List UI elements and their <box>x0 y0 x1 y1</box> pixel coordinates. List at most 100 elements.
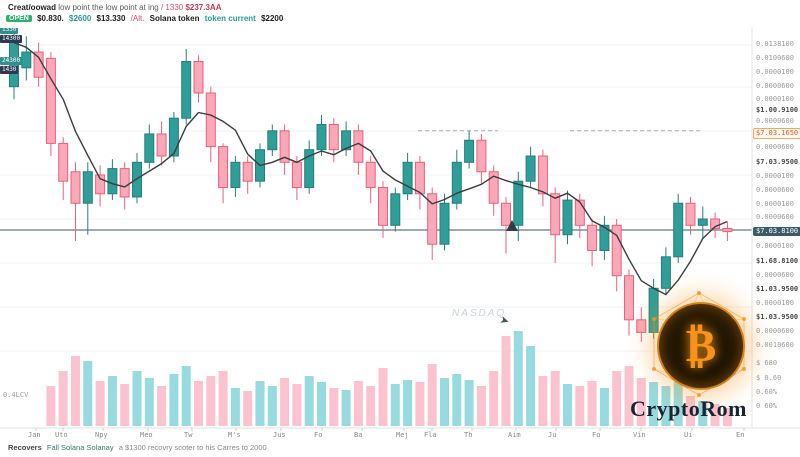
candle-body <box>304 149 315 188</box>
candle-body <box>95 174 106 195</box>
current-label: token current <box>204 14 256 23</box>
candle-body <box>710 218 721 229</box>
candle-body <box>378 187 388 226</box>
candle-body <box>107 168 118 195</box>
candle-body <box>181 61 192 119</box>
volume-bar <box>563 384 572 426</box>
candle-body <box>316 124 327 151</box>
candle-body <box>537 155 548 195</box>
candle-body <box>488 171 499 204</box>
headline-amount: $237.3AA <box>183 3 222 12</box>
price-label: 0.0100600 <box>756 54 794 62</box>
headline-text: low point the low point at ing <box>56 3 161 12</box>
price-label: $ 680 <box>756 359 778 367</box>
volume-bar <box>280 378 290 426</box>
volume-bar <box>476 386 486 426</box>
volume-bar <box>722 408 732 426</box>
token-name: Solana token <box>149 14 200 23</box>
candle-body <box>144 133 155 163</box>
left-axis-label: 0.4LCV <box>3 391 29 399</box>
date-label: En <box>736 431 745 439</box>
price-label: $7.03.9500 <box>756 158 799 166</box>
candle-body <box>402 161 413 195</box>
volume-bar <box>599 388 609 426</box>
candle-body <box>242 161 253 182</box>
footer-part-1: Recovers <box>8 443 42 452</box>
volume-bar <box>452 374 462 426</box>
price-label: 0.0000100 <box>756 200 794 208</box>
candle-body <box>230 161 241 189</box>
date-label: Jan <box>28 431 41 439</box>
volume-bar <box>206 376 216 426</box>
volume-bar <box>267 386 277 426</box>
date-label: Ju <box>548 431 557 439</box>
moving-average-line <box>13 41 728 296</box>
date-label: Aim <box>508 431 521 439</box>
volume-bar <box>403 380 413 426</box>
volume-bar <box>181 366 191 426</box>
volume-bar <box>673 380 683 426</box>
candle-body <box>119 168 130 198</box>
candle-body <box>685 202 696 226</box>
price-label: 0.60% <box>756 388 778 396</box>
volume-bar <box>489 371 499 426</box>
left-price-chip: 1330 <box>0 26 19 34</box>
candle-body <box>562 199 573 236</box>
volume-bar <box>255 381 265 426</box>
candle-body <box>58 142 69 182</box>
value-teal-1: $2600 <box>69 14 92 23</box>
candle-body <box>390 193 401 226</box>
volume-bar <box>612 371 622 426</box>
candle-body <box>660 256 671 289</box>
footer-part-2: Fall Solana Solanay <box>46 443 114 452</box>
candle-body <box>451 161 462 204</box>
candle-body <box>636 319 647 333</box>
candle-body <box>476 139 487 173</box>
candle-body <box>353 130 364 163</box>
candle-body <box>587 224 598 252</box>
candle-body <box>599 224 610 252</box>
price-label: $1.68.8100 <box>756 257 799 265</box>
candle-body <box>70 171 81 204</box>
volume-bar <box>698 401 708 426</box>
price-label: $ 0.60 <box>756 374 782 382</box>
candle-body <box>624 275 634 321</box>
bitcoin-logo: ₿ <box>650 291 748 397</box>
candle-body <box>291 161 302 189</box>
volume-bar <box>513 331 523 426</box>
price-label: 0.0000600 <box>756 82 794 90</box>
price-label: 0.0000100 <box>756 68 794 76</box>
date-label: M's <box>228 431 241 439</box>
volume-bar <box>83 361 93 426</box>
chart-watermark: NASDAQ <box>452 308 507 319</box>
headline-prefix: Creat/oowad <box>8 3 57 12</box>
price-label: 0.0010600 <box>756 341 794 349</box>
candle-body <box>33 51 44 78</box>
volume-bar <box>71 356 80 426</box>
price-label: 0.0000600 <box>756 186 794 194</box>
candle-body <box>427 193 438 245</box>
headline-price-red: / 1330 <box>160 3 184 12</box>
left-price-chip: 1430 <box>0 66 19 74</box>
volume-bar <box>378 368 388 426</box>
candle-body <box>218 146 229 189</box>
price-label: 0.0138100 <box>756 40 794 48</box>
date-label: Fo <box>314 431 323 439</box>
price-label: 0.0000600 <box>756 213 794 221</box>
candle-body <box>550 193 561 236</box>
volume-bar <box>107 376 117 426</box>
open-badge: OPEN <box>6 15 32 23</box>
volume-bar <box>415 382 425 426</box>
price-label: 0.0000100 <box>756 172 794 180</box>
volume-bar <box>218 371 228 426</box>
candle-body <box>464 139 475 163</box>
alert-price-tag: $7.03.1650 <box>753 128 800 139</box>
candle-body <box>525 155 536 182</box>
candle-body <box>168 117 179 157</box>
volume-bar <box>169 374 179 426</box>
volume-bar <box>624 366 634 426</box>
volume-bar <box>95 381 105 426</box>
price-label: 0.0000600 <box>756 271 794 279</box>
volume-bar <box>550 371 560 426</box>
